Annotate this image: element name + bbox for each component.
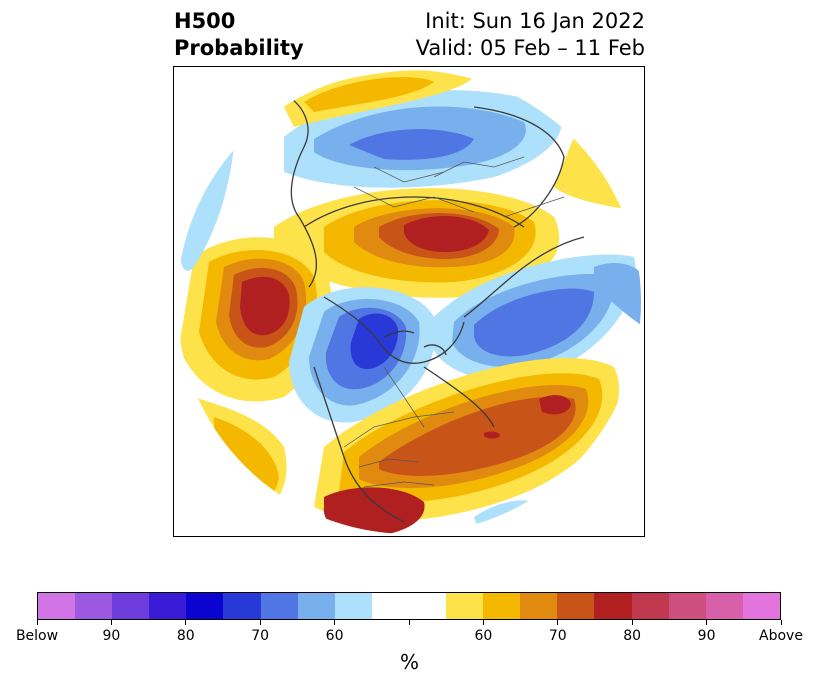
map-svg bbox=[179, 70, 641, 534]
colorbar-tick-label: 90 bbox=[697, 628, 716, 644]
colorbar-segment bbox=[371, 593, 409, 619]
colorbar-segment bbox=[483, 593, 521, 619]
colorbar-tick-label: 70 bbox=[251, 628, 270, 644]
colorbar-tick bbox=[631, 620, 633, 625]
colorbar-tick-label: Above bbox=[759, 628, 803, 644]
colorbar-segment bbox=[38, 593, 76, 619]
colorbar-segment bbox=[408, 593, 447, 619]
init-label: Init: Sun 16 Jan 2022 bbox=[425, 9, 645, 33]
colorbar-tick bbox=[557, 620, 559, 625]
probability-map bbox=[173, 66, 645, 537]
colorbar-segment bbox=[334, 593, 372, 619]
colorbar-tick bbox=[706, 620, 708, 625]
colorbar-segment bbox=[631, 593, 669, 619]
colorbar-unit-label: % bbox=[399, 650, 419, 674]
colorbar-tick bbox=[110, 620, 112, 625]
colorbar-segment bbox=[75, 593, 113, 619]
colorbar-segment bbox=[594, 593, 632, 619]
colorbar-segment bbox=[260, 593, 298, 619]
colorbar-tick-label: 60 bbox=[325, 628, 344, 644]
colorbar-tick bbox=[334, 620, 336, 625]
title-line-2: Probability bbox=[174, 36, 304, 60]
colorbar-segment bbox=[186, 593, 224, 619]
colorbar-tick-label: 80 bbox=[176, 628, 195, 644]
colorbar-tick-label: 80 bbox=[623, 628, 642, 644]
colorbar-tick-label: 70 bbox=[548, 628, 567, 644]
colorbar-ticks: Below 90 80 70 60 60 70 80 90 Above bbox=[0, 620, 819, 650]
colorbar-segment bbox=[668, 593, 706, 619]
colorbar-tick-label: 60 bbox=[474, 628, 493, 644]
colorbar-tick bbox=[36, 620, 38, 625]
colorbar-tick bbox=[780, 620, 782, 625]
colorbar-segment bbox=[557, 593, 595, 619]
colorbar-segment bbox=[112, 593, 150, 619]
borders bbox=[343, 156, 565, 488]
colorbar-segment bbox=[297, 593, 335, 619]
colorbar-tick bbox=[408, 620, 410, 625]
valid-label: Valid: 05 Feb – 11 Feb bbox=[415, 36, 645, 60]
colorbar-segment bbox=[742, 593, 780, 619]
colorbar-segment bbox=[149, 593, 187, 619]
title-line-1: H500 bbox=[174, 9, 236, 33]
colorbar-tick bbox=[259, 620, 261, 625]
colorbar-tick bbox=[482, 620, 484, 625]
colorbar-tick-label: Below bbox=[15, 628, 59, 644]
colorbar-segment bbox=[223, 593, 261, 619]
colorbar-tick-label: 90 bbox=[102, 628, 121, 644]
anomaly-field bbox=[179, 70, 641, 534]
colorbar-tick bbox=[185, 620, 187, 625]
title-block: H500 Probability bbox=[174, 8, 304, 62]
colorbar-segment bbox=[705, 593, 743, 619]
colorbar bbox=[37, 592, 781, 620]
run-info: Init: Sun 16 Jan 2022 Valid: 05 Feb – 11… bbox=[416, 8, 645, 62]
coastlines bbox=[288, 96, 585, 523]
colorbar-segment bbox=[446, 593, 484, 619]
colorbar-segment bbox=[520, 593, 558, 619]
